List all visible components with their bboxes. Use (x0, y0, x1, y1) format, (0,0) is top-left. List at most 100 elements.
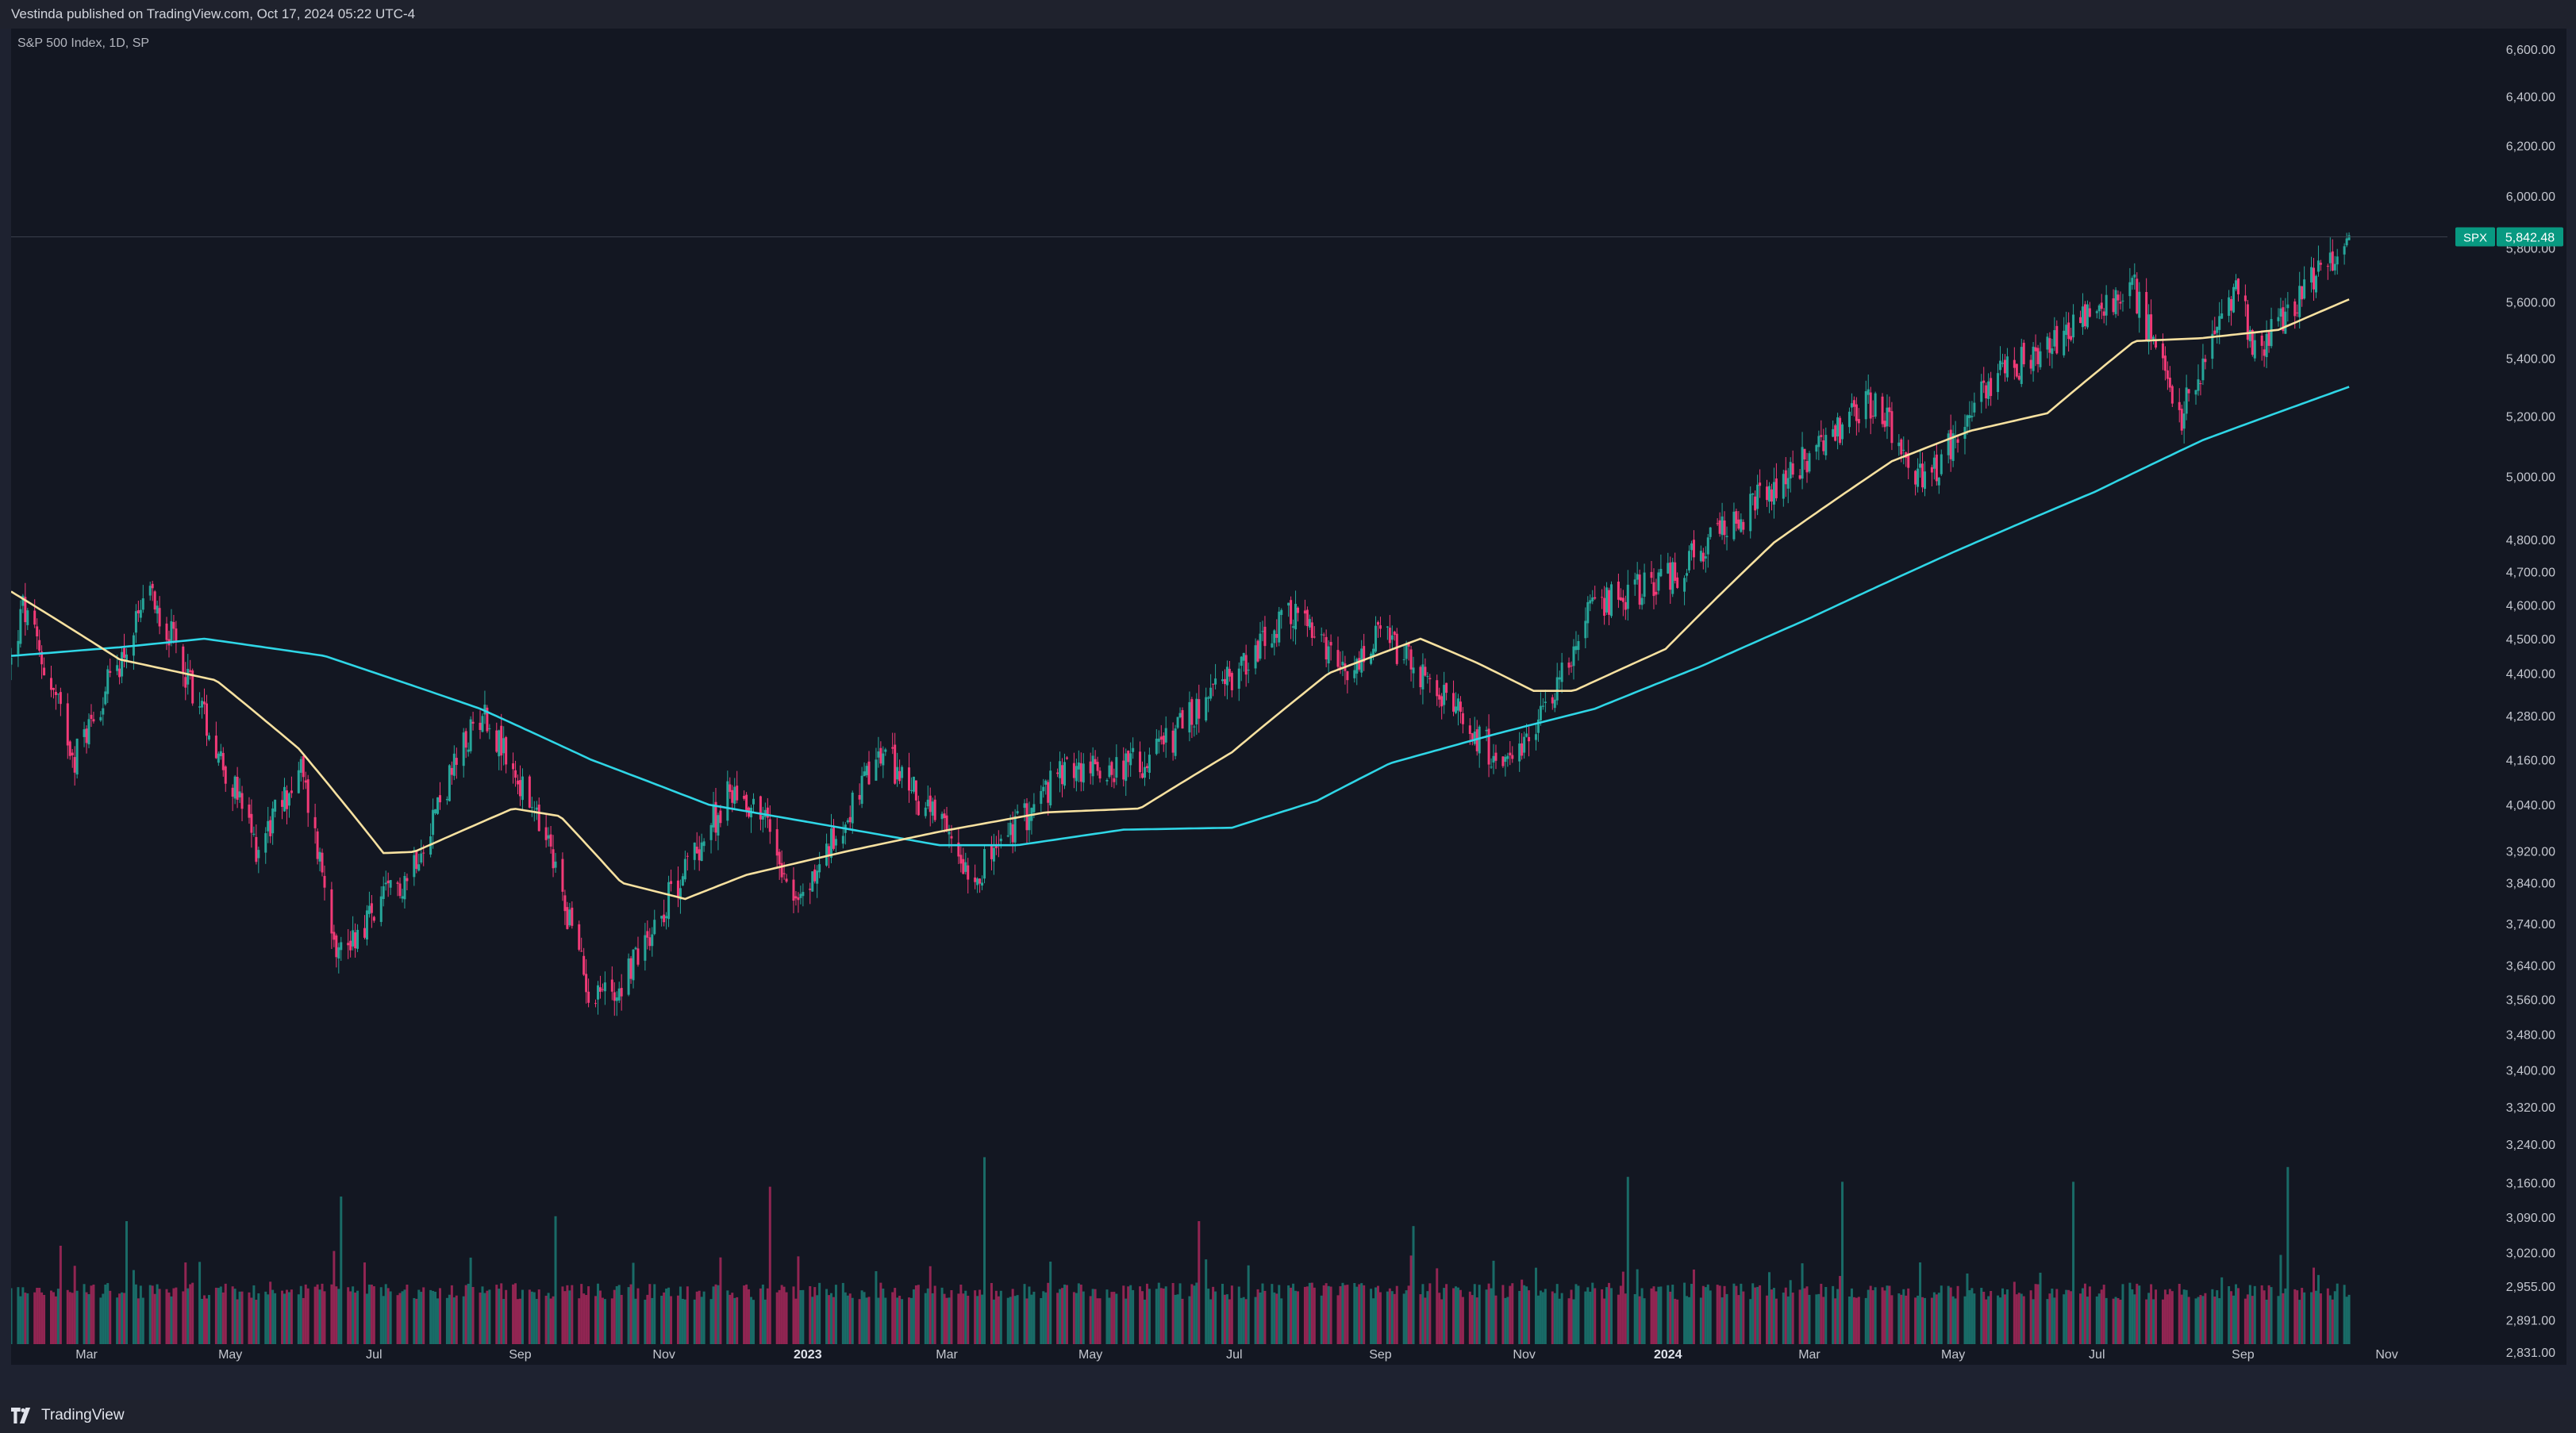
price-chart[interactable]: 6,600.006,400.006,200.006,000.005,800.00… (11, 29, 2566, 1365)
candle (1619, 588, 1622, 601)
candle-body (2088, 308, 2091, 317)
candle (1544, 690, 1547, 713)
candle-body (1636, 574, 1639, 580)
candle (464, 728, 467, 759)
price-tag-ticker-bg (2455, 227, 2495, 247)
volume-bar (1521, 1279, 1524, 1344)
candle (1721, 502, 1724, 540)
volume-bar (1305, 1286, 1309, 1344)
volume-bar (121, 1292, 124, 1344)
candle-body (1214, 678, 1217, 685)
candle (1077, 750, 1080, 782)
volume-bar (1919, 1262, 1922, 1344)
volume-bar (1082, 1291, 1085, 1344)
volume-bar (384, 1284, 387, 1344)
candle (1275, 619, 1278, 647)
chart-panel[interactable]: 6,600.00 6,400.00 6,200.00 6,000.00 5,800.00… (11, 29, 2566, 1365)
candle (1171, 722, 1175, 761)
candle (2065, 311, 2068, 347)
candle-body (1980, 381, 1983, 402)
candle-body (1205, 697, 1208, 721)
candle (1494, 744, 1498, 770)
candle (207, 732, 210, 742)
tradingview-logo[interactable]: TradingView (11, 1404, 125, 1427)
candle (2211, 320, 2214, 369)
volume-bar (549, 1298, 552, 1344)
volume-bar (1456, 1287, 1459, 1344)
candle-body (1567, 663, 1571, 668)
candle (38, 629, 41, 657)
volume-bar (802, 1289, 805, 1344)
candle (1225, 660, 1228, 700)
candle-body (2081, 306, 2084, 328)
x-tick-label: May (218, 1348, 242, 1362)
candle-body (1346, 670, 1349, 681)
volume-bar (1973, 1293, 1976, 1344)
volume-bar (1716, 1285, 1719, 1344)
candle-body (879, 747, 882, 764)
volume-bar (1759, 1285, 1762, 1344)
candle (2270, 307, 2273, 349)
candle-body (841, 836, 844, 844)
candle-body (1290, 600, 1293, 624)
volume-bar (2095, 1296, 2098, 1344)
candle (848, 805, 852, 829)
volume-bar (1105, 1289, 1109, 1344)
candle (733, 778, 736, 810)
volume-bar (102, 1293, 105, 1344)
candle-body (2187, 389, 2190, 394)
volume-bar (2136, 1283, 2139, 1344)
candle (2083, 301, 2086, 330)
candle-body (1091, 755, 1094, 777)
candle (544, 814, 548, 848)
candle (976, 877, 979, 893)
volume-bar (1230, 1285, 1233, 1344)
volume-bar (2248, 1285, 2251, 1344)
candle-body (634, 947, 637, 950)
volume-bar (2286, 1166, 2290, 1344)
candle (858, 783, 861, 805)
candle-body (816, 870, 819, 884)
candle (884, 747, 887, 756)
candle (1521, 733, 1524, 760)
volume-bar (2194, 1298, 2197, 1344)
candle-body (2284, 311, 2287, 334)
candle-body (148, 586, 152, 596)
candle-body (601, 989, 604, 990)
candle-body (686, 855, 689, 857)
candle-body (198, 706, 202, 708)
candle (1487, 714, 1490, 778)
candle (775, 817, 779, 869)
candle-body (1774, 478, 1778, 498)
candle (2228, 290, 2231, 323)
candle (1601, 589, 1604, 609)
volume-bar (554, 1216, 557, 1344)
candle-body (848, 816, 852, 823)
candle (1574, 631, 1578, 655)
candle (1443, 671, 1446, 714)
candle-body (1577, 640, 1580, 651)
candle-body (1534, 734, 1537, 740)
volume-bar (1129, 1285, 1132, 1344)
y-tick-label: 4,280.00 (2506, 710, 2555, 724)
candle-body (2039, 351, 2042, 367)
volume-bar (479, 1293, 482, 1344)
candle (766, 797, 769, 828)
candle-body (134, 611, 137, 633)
candle-body (2036, 348, 2040, 364)
volume-bar (1171, 1282, 1175, 1344)
volume-bar (1817, 1293, 1821, 1344)
candle-body (1047, 782, 1050, 803)
candle-body (717, 815, 720, 836)
volume-bar (1259, 1292, 1262, 1344)
volume-bar (1767, 1272, 1771, 1344)
ma-fast-line (11, 298, 2350, 901)
volume-bar (1292, 1283, 1295, 1344)
volume-bar (436, 1298, 440, 1344)
candle-body (2048, 338, 2051, 353)
candle (1378, 617, 1382, 638)
volume-bar (1174, 1294, 1177, 1344)
volume-bar (2048, 1293, 2051, 1344)
published-text: Vestinda published on TradingView.com, O… (11, 6, 416, 21)
candle-body (1376, 622, 1379, 625)
